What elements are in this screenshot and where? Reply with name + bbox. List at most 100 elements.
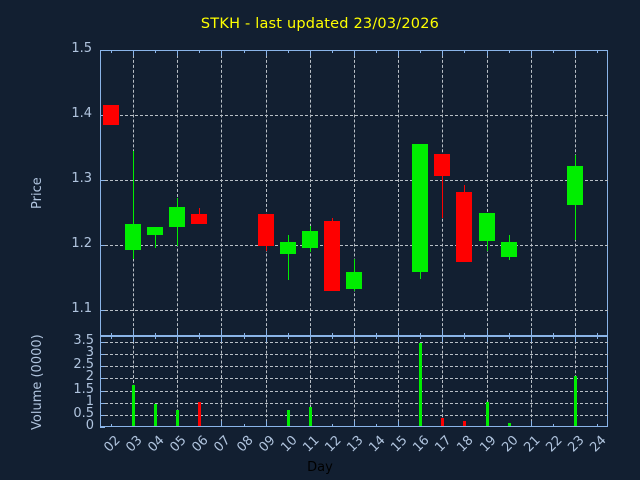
candle-wick — [442, 154, 443, 218]
price-axis-tick-label: 1.4 — [71, 106, 92, 121]
x-axis-tick — [398, 50, 400, 56]
volume-bar — [441, 418, 444, 426]
x-axis-tick — [530, 421, 532, 427]
volume-axis-tick-label: 2 — [85, 369, 94, 385]
volume-axis-tick — [100, 390, 105, 392]
volume-gridline-v — [530, 336, 532, 427]
x-axis-tick — [155, 336, 157, 339]
x-axis-tick — [552, 336, 554, 339]
candle-body — [412, 144, 429, 272]
volume-axis-tick — [100, 427, 105, 428]
x-axis-tick-label-07: 07 — [211, 433, 235, 456]
x-axis-tick — [398, 336, 400, 342]
x-axis-tick — [596, 424, 598, 427]
x-axis-tick — [265, 330, 267, 336]
x-axis-tick-label-19: 19 — [476, 433, 500, 456]
x-axis-tick — [177, 330, 179, 336]
x-axis-tick — [464, 50, 466, 53]
volume-axis-title: Volume (0000) — [30, 333, 45, 430]
x-axis-tick — [508, 333, 510, 336]
x-axis-tick — [309, 336, 311, 342]
price-gridline-v — [309, 50, 311, 336]
x-axis-tick — [243, 424, 245, 427]
x-axis-tick — [265, 50, 267, 56]
x-axis-tick-label-21: 21 — [520, 433, 544, 456]
volume-axis-tick-label: 0.5 — [73, 405, 94, 421]
x-axis-title: Day — [307, 460, 333, 475]
x-axis-tick — [199, 333, 201, 336]
price-axis-tick — [100, 245, 105, 246]
x-axis-tick — [265, 421, 267, 427]
x-axis-tick — [530, 330, 532, 336]
volume-axis-tick-label: 2.5 — [73, 357, 94, 373]
x-axis-tick — [133, 336, 135, 342]
x-axis-tick — [309, 330, 311, 336]
x-axis-tick — [221, 421, 223, 427]
price-gridline-v — [486, 50, 488, 336]
x-axis-tick — [354, 50, 355, 56]
volume-axis-tick-label: 3.5 — [73, 333, 94, 349]
volume-bar — [287, 410, 290, 426]
x-axis-tick — [287, 333, 289, 336]
volume-bar — [486, 402, 489, 426]
x-axis-tick — [331, 333, 333, 336]
candle-body — [434, 154, 451, 177]
x-axis-tick — [420, 336, 422, 339]
candle-body — [346, 272, 362, 289]
x-axis-tick — [486, 336, 488, 342]
x-axis-tick — [552, 50, 554, 53]
x-axis-tick — [596, 50, 598, 53]
x-axis-tick — [420, 333, 422, 336]
x-axis-tick — [376, 336, 378, 339]
volume-bar — [176, 409, 179, 426]
x-axis-tick — [309, 50, 311, 56]
x-axis-tick — [530, 50, 532, 56]
x-axis-tick — [464, 333, 466, 336]
x-axis-tick — [287, 336, 289, 339]
volume-gridline-v — [486, 336, 488, 427]
x-axis-tick — [574, 50, 576, 56]
candle-body — [566, 165, 583, 205]
price-axis-tick-label: 1.2 — [71, 236, 92, 251]
price-axis-tick — [100, 310, 105, 311]
x-axis-tick-label-09: 09 — [255, 433, 279, 456]
x-axis-tick — [552, 424, 554, 427]
x-axis-tick — [596, 336, 598, 339]
volume-axis-tick-label: 1.5 — [73, 381, 94, 397]
volume-gridline-v — [354, 336, 355, 427]
x-axis-tick — [243, 50, 245, 53]
price-axis-tick-label: 1.5 — [71, 41, 92, 56]
x-axis-tick — [398, 330, 400, 336]
candle-body — [500, 241, 517, 257]
candle-body — [257, 214, 274, 247]
x-axis-tick — [331, 50, 333, 53]
volume-bar — [198, 401, 201, 426]
x-axis-tick — [508, 336, 510, 339]
x-axis-tick — [420, 50, 422, 53]
volume-axis-tick — [100, 354, 105, 356]
x-axis-tick — [398, 421, 400, 427]
volume-axis-tick — [100, 414, 105, 416]
x-axis-tick — [552, 333, 554, 336]
x-axis-tick — [508, 50, 510, 53]
volume-bar — [508, 422, 511, 426]
volume-gridline-v — [265, 336, 267, 427]
price-axis-title: Price — [30, 177, 45, 209]
candle-body — [125, 224, 142, 251]
x-axis-tick — [221, 336, 223, 342]
x-axis-tick — [221, 50, 223, 56]
volume-axis-tick — [100, 342, 105, 344]
x-axis-tick — [155, 50, 157, 53]
volume-gridline-v — [133, 336, 135, 427]
candle-body — [301, 230, 318, 248]
volume-gridline-v — [221, 336, 223, 427]
price-axis-tick — [100, 115, 105, 116]
x-axis-tick — [574, 336, 576, 342]
candle-body — [323, 220, 340, 292]
candle-body — [191, 213, 208, 224]
x-axis-tick — [376, 424, 378, 427]
candle-body — [147, 226, 164, 235]
candle-wick — [288, 235, 289, 281]
x-axis-tick — [243, 333, 245, 336]
